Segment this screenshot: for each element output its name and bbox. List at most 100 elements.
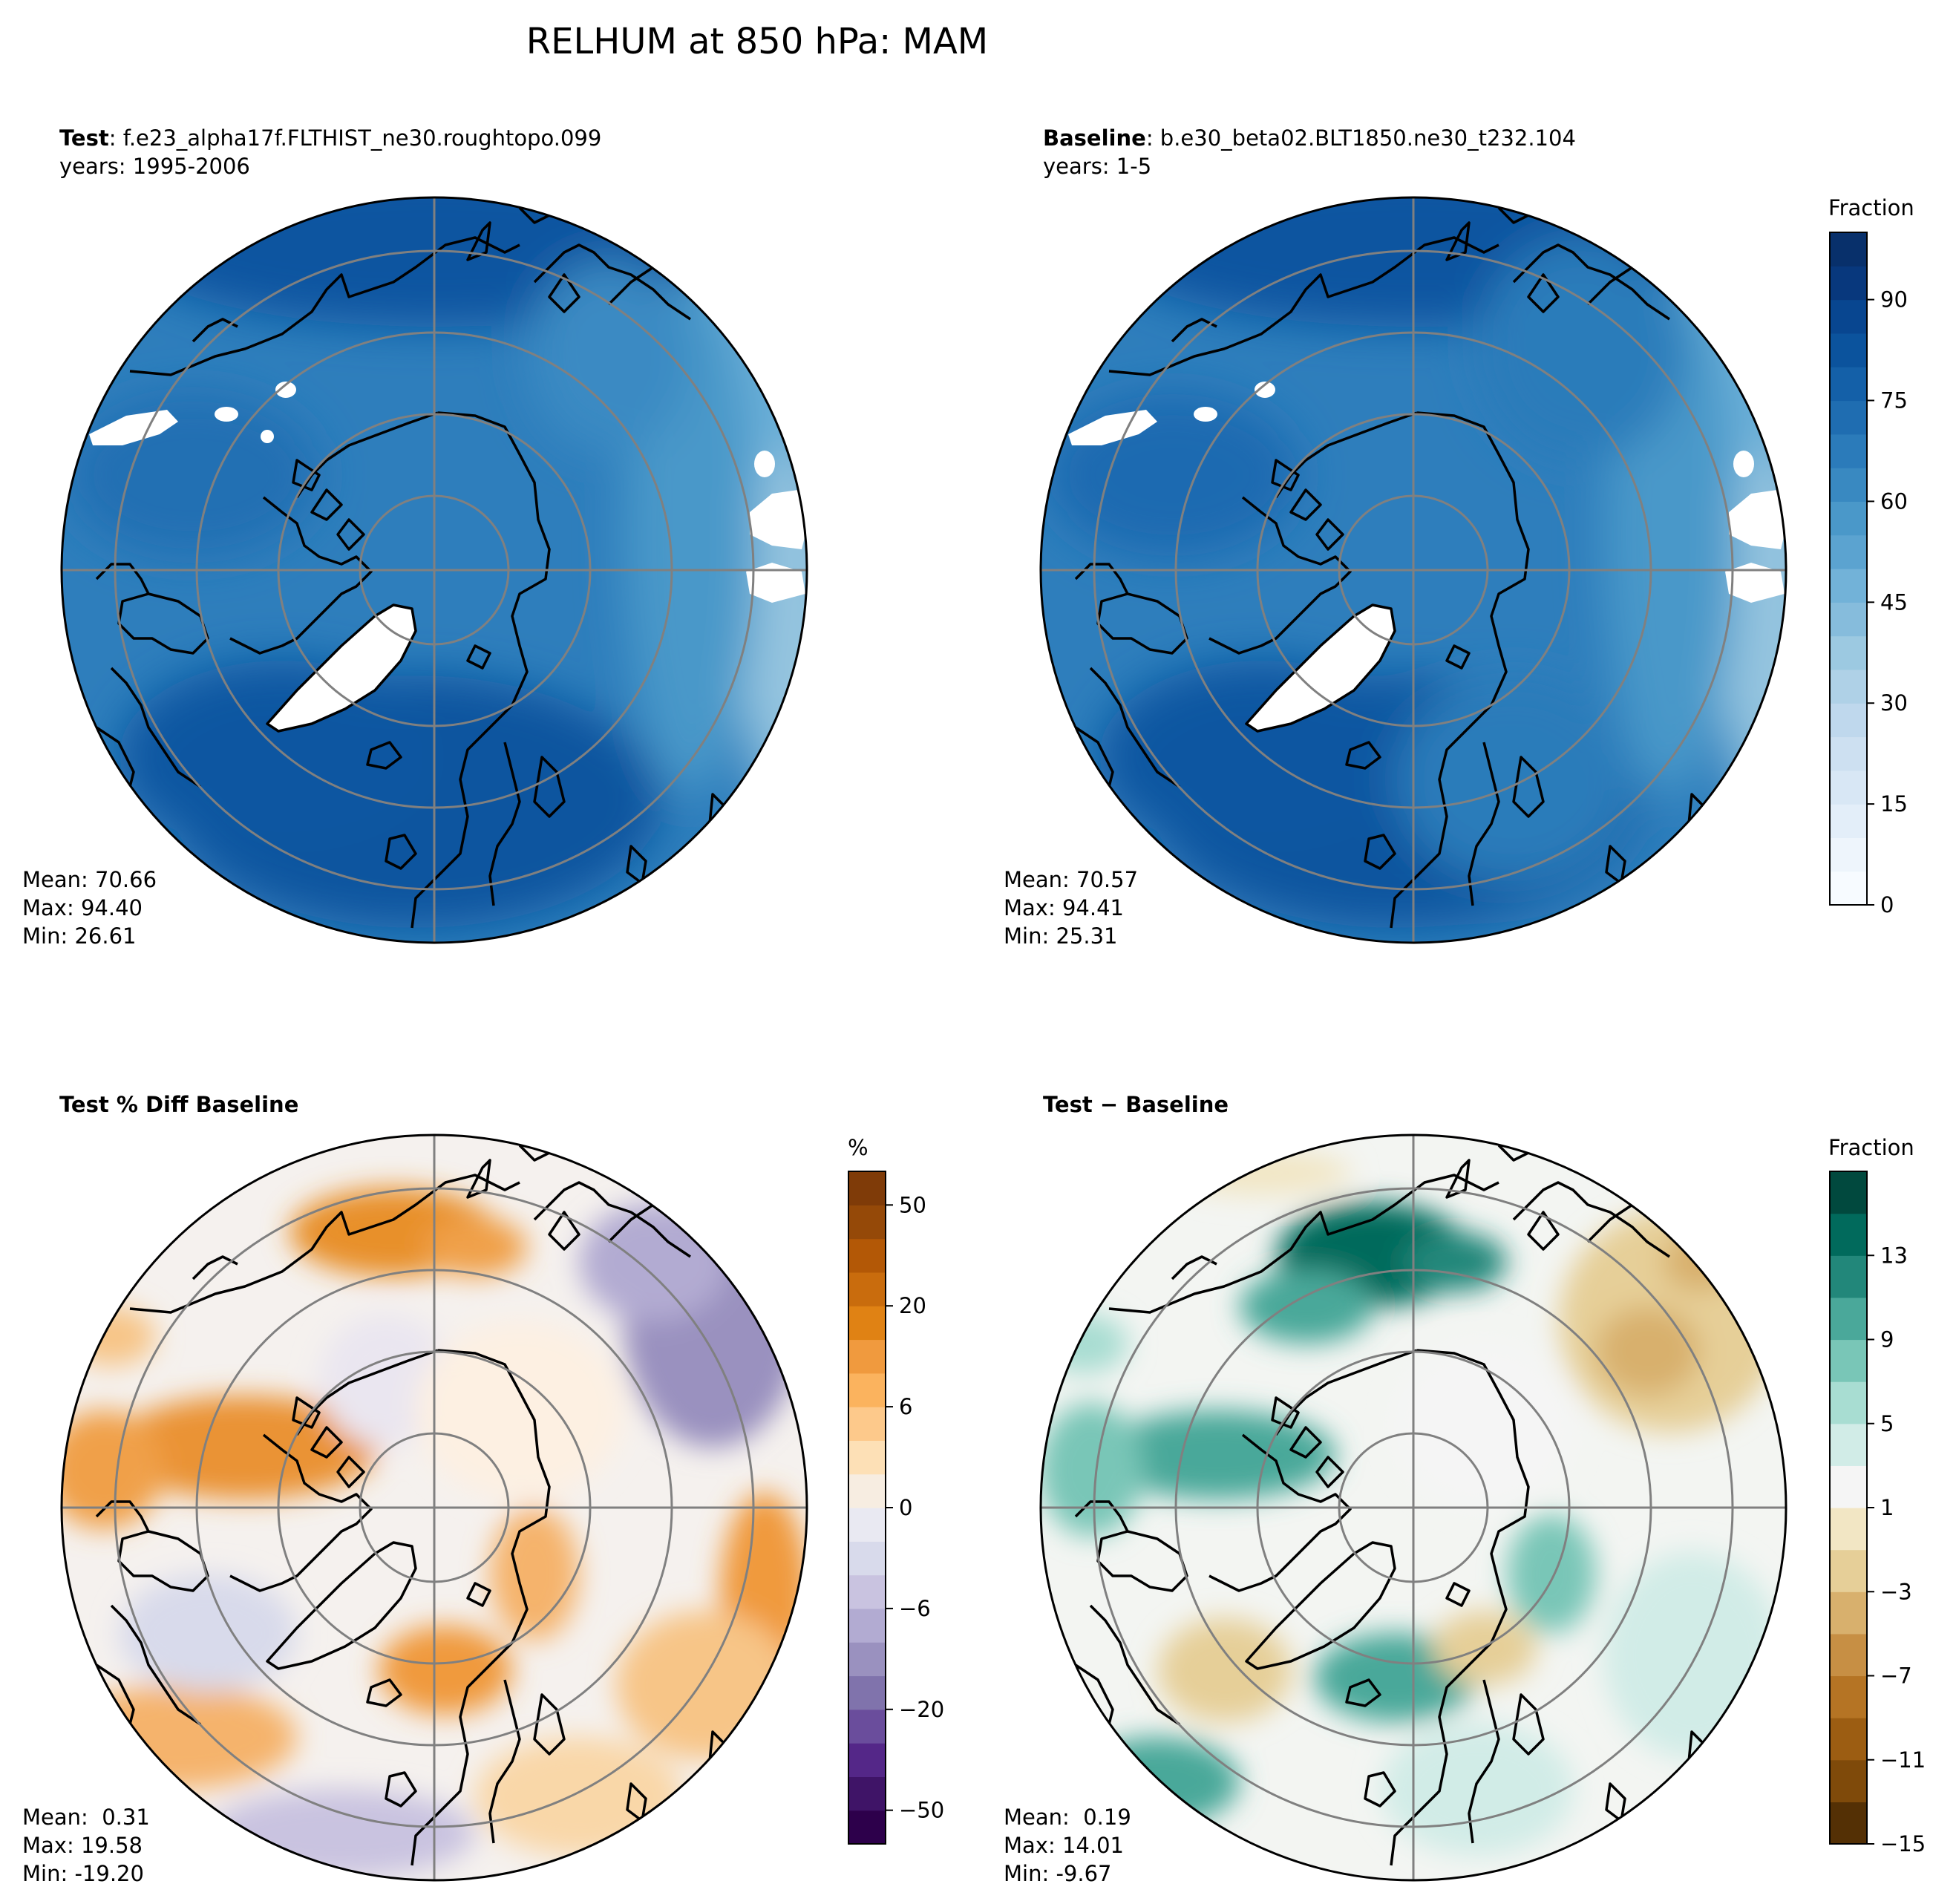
cb-top-swatch	[1830, 703, 1867, 738]
cb-top-swatch	[1830, 736, 1867, 771]
cb-diff-swatch	[1830, 1802, 1867, 1845]
cb-diff-tick-label: 13	[1880, 1243, 1908, 1268]
map-test-missing-rockies	[750, 490, 807, 549]
map-test-missing-himalaya-4	[261, 430, 274, 443]
cb-top-swatch	[1830, 635, 1867, 670]
cb-top-swatch	[1830, 669, 1867, 704]
panel-test-label: Test	[59, 125, 109, 151]
cb-pct-tick-label: 20	[899, 1293, 926, 1318]
cb-top-swatch	[1830, 367, 1867, 402]
cb-pct-swatch	[848, 1541, 886, 1576]
cb-pct-swatch	[848, 1440, 886, 1475]
map-baseline-graticule	[1041, 197, 1786, 943]
map-baseline-missing-rockies	[1729, 490, 1786, 549]
cb-top-swatch	[1830, 232, 1867, 266]
panel-pct-diff-label: Test % Diff Baseline	[59, 1092, 298, 1117]
colorbar-fraction-top-ticks: 0 15 30 45 60 75 90	[1867, 287, 1908, 917]
cb-top-tick-label: 60	[1880, 488, 1908, 514]
cb-pct-swatch	[848, 1776, 886, 1811]
cb-pct-swatch	[848, 1238, 886, 1273]
cb-top-swatch	[1830, 501, 1867, 536]
panel-abs-diff: Test − Baseline	[1004, 1092, 1787, 1886]
cb-pct-swatch	[848, 1709, 886, 1744]
map-test-missing-rockies-3	[754, 451, 775, 477]
cb-diff-swatch	[1830, 1423, 1867, 1466]
cb-top-swatch	[1830, 400, 1867, 435]
cb-top-swatch	[1830, 871, 1867, 906]
map-baseline-missing-rockies-3	[1733, 451, 1754, 477]
cb-diff-swatch	[1830, 1381, 1867, 1424]
cb-diff-swatch	[1830, 1675, 1867, 1718]
panel-abs-diff-label: Test − Baseline	[1043, 1092, 1229, 1117]
panel-abs-diff-stat-max: Max: 14.01	[1004, 1833, 1124, 1858]
cb-diff-swatch	[1830, 1213, 1867, 1256]
cb-diff-tick-label: 5	[1880, 1411, 1894, 1436]
cb-pct-swatch	[848, 1608, 886, 1643]
colorbar-percent: % 50 20 6 0 −6 −20 −50	[848, 1135, 944, 1845]
cb-pct-swatch	[848, 1306, 886, 1341]
panel-pct-diff-stat-mean: Mean: 0.31	[22, 1805, 150, 1830]
panel-abs-diff-stat-mean: Mean: 0.19	[1004, 1805, 1131, 1830]
cb-top-swatch	[1830, 434, 1867, 468]
colorbar-fraction-diff-swatches	[1830, 1171, 1867, 1845]
cb-top-tick-label: 30	[1880, 690, 1908, 716]
map-test-missing-himalaya-1	[89, 410, 178, 445]
map-baseline-missing-greenland	[1246, 605, 1395, 731]
cb-pct-swatch	[848, 1407, 886, 1441]
map-baseline-missing-himalaya-3	[1255, 382, 1275, 398]
panel-baseline-years: years: 1-5	[1043, 154, 1151, 179]
map-test-missing-greenland	[267, 605, 416, 731]
colorbar-fraction-diff-outline	[1829, 1171, 1868, 1845]
cb-top-swatch	[1830, 468, 1867, 502]
cb-pct-swatch	[848, 1508, 886, 1542]
cb-diff-swatch	[1830, 1549, 1867, 1592]
map-test-missing-himalaya-2	[215, 407, 238, 422]
cb-pct-swatch	[848, 1272, 886, 1306]
panel-test-years: years: 1995-2006	[59, 154, 250, 179]
cb-diff-tick-label: −3	[1880, 1579, 1912, 1604]
map-baseline-field-variation	[1047, 197, 1786, 928]
colorbar-fraction-diff-label: Fraction	[1828, 1135, 1914, 1160]
map-baseline-missing-himalaya-1	[1068, 410, 1157, 445]
cb-pct-swatch	[848, 1810, 886, 1845]
cb-pct-swatch	[848, 1675, 886, 1710]
cb-pct-swatch	[848, 1473, 886, 1508]
panel-baseline-header: Baseline: b.e30_beta02.BLT1850.ne30_t232…	[1043, 125, 1576, 151]
panel-pct-diff-stat-min: Min: -19.20	[22, 1861, 144, 1886]
cb-diff-swatch	[1830, 1718, 1867, 1761]
panel-baseline-stat-mean: Mean: 70.57	[1004, 867, 1138, 892]
colorbar-fraction-top: Fraction 0 15 30 45 60 75 90	[1828, 195, 1914, 917]
cb-diff-tick-label: −15	[1880, 1831, 1926, 1856]
cb-pct-swatch	[848, 1339, 886, 1374]
cb-top-swatch	[1830, 602, 1867, 637]
colorbar-percent-outline	[848, 1171, 886, 1845]
map-baseline-frame	[1039, 196, 1787, 944]
cb-pct-tick-label: 0	[899, 1495, 912, 1520]
cb-pct-swatch	[848, 1574, 886, 1609]
cb-diff-swatch	[1830, 1759, 1867, 1802]
cb-pct-swatch	[848, 1205, 886, 1240]
cb-diff-swatch	[1830, 1171, 1867, 1214]
cb-diff-tick-label: 9	[1880, 1327, 1894, 1352]
cb-pct-tick-label: −50	[899, 1798, 944, 1823]
map-pct-diff-graticule	[62, 1135, 807, 1880]
colorbar-percent-ticks: 50 20 6 0 −6 −20 −50	[886, 1192, 944, 1823]
cb-pct-tick-label: −20	[899, 1697, 944, 1722]
panel-pct-diff: Test % Diff Baseline	[22, 1092, 808, 1886]
cb-top-tick-label: 15	[1880, 791, 1908, 817]
colorbar-fraction-diff-ticks: 13 9 5 1 −3 −7 −11 −15	[1867, 1243, 1926, 1856]
panel-test-stat-min: Min: 26.61	[22, 923, 136, 949]
map-test-missing-himalaya-3	[275, 382, 296, 398]
map-baseline-missing-rockies-2	[1725, 563, 1785, 603]
panel-abs-diff-stat-min: Min: -9.67	[1004, 1861, 1111, 1886]
panel-test-stat-mean: Mean: 70.66	[22, 867, 157, 892]
panel-pct-diff-stat-max: Max: 19.58	[22, 1833, 143, 1858]
cb-diff-swatch	[1830, 1591, 1867, 1635]
panel-baseline: Baseline: b.e30_beta02.BLT1850.ne30_t232…	[1004, 125, 1787, 949]
cb-top-swatch	[1830, 333, 1867, 367]
panel-baseline-case: : b.e30_beta02.BLT1850.ne30_t232.104	[1146, 125, 1576, 151]
cb-diff-swatch	[1830, 1339, 1867, 1382]
cb-top-swatch	[1830, 804, 1867, 838]
map-test-graticule	[62, 197, 807, 943]
